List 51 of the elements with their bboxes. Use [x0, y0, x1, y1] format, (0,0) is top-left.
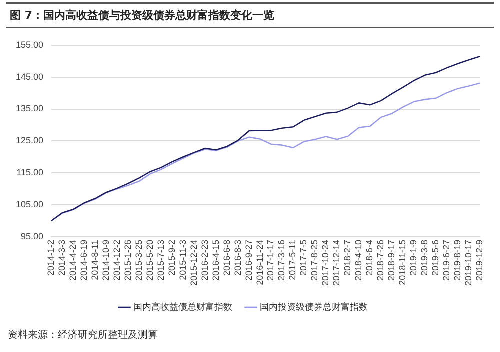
x-tick-label: 2014-4-24 — [68, 240, 78, 282]
x-tick-label: 2014-10-9 — [100, 240, 111, 282]
y-tick-label: 145.00 — [16, 72, 44, 82]
x-tick-label: 2015-9-2 — [166, 240, 177, 276]
y-tick-label: 155.00 — [16, 40, 44, 50]
x-tick-label: 2017-1-17 — [266, 240, 276, 282]
x-tick-label: 2019-10-17 — [464, 240, 474, 286]
y-tick-label: 95.00 — [20, 231, 44, 242]
x-tick-label: 2017-5-11 — [288, 240, 298, 280]
x-tick-label: 2018-6-4 — [364, 240, 375, 276]
x-tick-label: 2018-11-15 — [398, 240, 408, 286]
x-tick-label: 2014-8-11 — [90, 240, 100, 280]
x-tick-label: 2015-1-26 — [122, 240, 133, 282]
x-tick-label: 2017-7-5 — [298, 240, 309, 276]
text: 资料来源：经济研究所整理及测算 — [8, 328, 159, 342]
x-tick-label: 2016-9-27 — [244, 240, 254, 282]
x-tick-label: 2016-11-24 — [254, 240, 265, 286]
x-tick-label: 2016-4-15 — [210, 240, 221, 282]
x-tick-label: 2016-6-8 — [222, 240, 232, 276]
x-tick-label: 2017-8-25 — [310, 240, 320, 282]
x-tick-label: 2018-7-26 — [376, 240, 386, 282]
x-tick-label: 2018-4-10 — [354, 240, 364, 282]
x-tick-label: 2014-6-19 — [78, 240, 89, 282]
x-tick-label: 2019-8-19 — [452, 240, 463, 282]
x-tick-label: 2018-9-17 — [386, 240, 397, 282]
x-tick-label: 2014-12-2 — [112, 240, 122, 282]
y-tick-label: 115.00 — [16, 168, 44, 178]
legend-label: 国内投资级债券总财富指数 — [260, 302, 368, 313]
x-tick-label: 2019-3-8 — [420, 240, 430, 276]
x-tick-label: 2017-12-14 — [332, 240, 342, 286]
x-tick-label: 2016-8-3 — [232, 240, 243, 276]
x-tick-label: 2019-1-9 — [408, 240, 419, 276]
x-tick-label: 2019-6-27 — [442, 240, 452, 282]
y-tick-label: 135.00 — [16, 104, 44, 114]
x-tick-label: 2019-5-6 — [430, 240, 441, 276]
x-tick-label: 2015-12-24 — [188, 240, 199, 286]
x-tick-label: 2015-11-3 — [178, 240, 188, 280]
chart-title: 图 7：国内高收益债与投资级债券总财富指数变化一览 — [6, 2, 494, 28]
y-tick-label: 105.00 — [16, 200, 44, 210]
x-tick-label: 2015-5-20 — [144, 240, 155, 282]
x-tick-label: 2018-2-7 — [342, 240, 353, 276]
x-tick-label: 2019-12-9 — [474, 240, 484, 282]
legend-label: 国内高收益债总财富指数 — [134, 302, 232, 313]
x-tick-label: 2014-3-3 — [57, 240, 67, 276]
x-tick-label: 2017-10-24 — [320, 240, 331, 286]
x-tick-label: 2014-1-2 — [46, 240, 56, 276]
x-tick-label: 2015-7-13 — [156, 240, 166, 282]
x-tick-label: 2015-3-25 — [134, 240, 144, 282]
x-tick-label: 2016-2-23 — [200, 240, 210, 282]
y-tick-label: 125.00 — [16, 136, 44, 146]
x-tick-label: 2017-3-16 — [276, 240, 287, 282]
